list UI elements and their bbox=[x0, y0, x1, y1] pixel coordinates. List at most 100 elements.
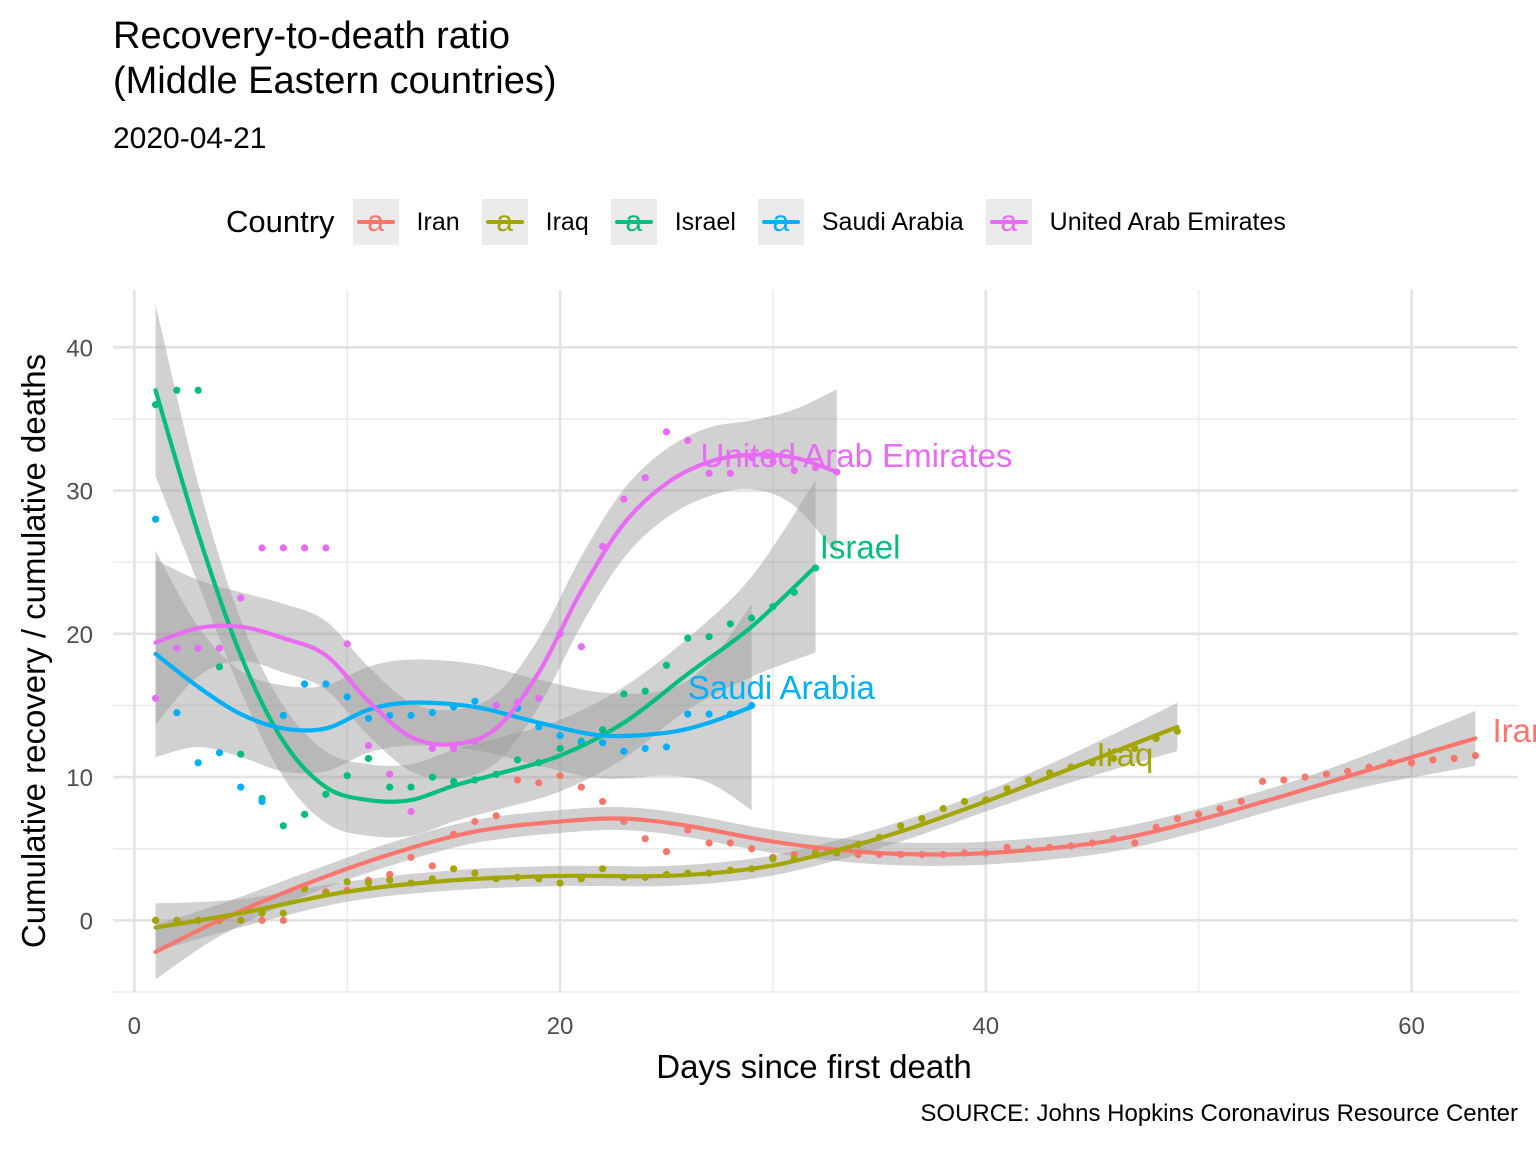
point-israel bbox=[662, 661, 671, 669]
point-saudi-arabia bbox=[173, 709, 181, 717]
confidence-band-iran bbox=[155, 710, 1476, 980]
legend-item-iran: a Iran bbox=[352, 199, 460, 245]
point-iran bbox=[471, 817, 479, 826]
smooth-line-iraq bbox=[153, 724, 1180, 930]
point-iran bbox=[386, 870, 394, 879]
point-saudi-arabia bbox=[662, 743, 671, 751]
point-saudi-arabia bbox=[343, 693, 351, 701]
point-iraq bbox=[151, 916, 160, 924]
x-tick-label: 20 bbox=[547, 1013, 574, 1040]
point-iraq bbox=[939, 805, 947, 813]
point-saudi-arabia bbox=[194, 759, 202, 767]
x-axis-label: Days since first death bbox=[656, 1048, 971, 1085]
point-iran bbox=[662, 848, 671, 856]
point-israel bbox=[641, 687, 649, 695]
point-iran bbox=[1301, 773, 1309, 781]
point-iran bbox=[1237, 797, 1245, 806]
point-saudi-arabia bbox=[215, 749, 224, 757]
legend-label-saudi-arabia: Saudi Arabia bbox=[821, 207, 964, 236]
legend-key-united-arab-emirates: a bbox=[985, 199, 1032, 245]
point-iran bbox=[748, 845, 756, 853]
point-united-arab-emirates bbox=[726, 469, 734, 477]
point-israel bbox=[300, 810, 309, 818]
point-iran bbox=[1003, 843, 1011, 851]
legend-item-saudi-arabia: a Saudi Arabia bbox=[757, 199, 964, 245]
y-tick-label: 0 bbox=[80, 908, 93, 935]
point-united-arab-emirates bbox=[279, 544, 287, 552]
point-united-arab-emirates bbox=[577, 643, 585, 651]
point-iraq bbox=[1131, 744, 1139, 753]
series-label-iran: Iran bbox=[1492, 712, 1536, 749]
smooth-line-israel bbox=[153, 388, 818, 804]
source-caption: SOURCE: Johns Hopkins Coronavirus Resour… bbox=[920, 1100, 1518, 1127]
point-iran bbox=[1280, 776, 1288, 784]
legend-key-saudi-arabia: a bbox=[757, 199, 804, 245]
point-united-arab-emirates bbox=[343, 640, 351, 648]
point-iraq bbox=[918, 815, 926, 823]
point-israel bbox=[279, 822, 287, 830]
point-united-arab-emirates bbox=[258, 544, 266, 552]
legend-item-iraq: a Iraq bbox=[481, 199, 589, 245]
point-iran bbox=[1216, 805, 1224, 813]
point-saudi-arabia bbox=[364, 714, 373, 722]
point-saudi-arabia bbox=[428, 709, 436, 717]
legend-title: Country bbox=[226, 204, 335, 239]
point-united-arab-emirates bbox=[322, 544, 330, 552]
chart-title: Recovery-to-death ratio (Middle Eastern … bbox=[113, 14, 557, 104]
x-tick-label: 60 bbox=[1398, 1013, 1425, 1040]
point-iran bbox=[535, 779, 543, 787]
point-united-arab-emirates bbox=[620, 495, 628, 503]
point-israel bbox=[343, 772, 351, 780]
point-united-arab-emirates bbox=[300, 544, 309, 552]
point-iraq bbox=[599, 865, 607, 873]
point-iran bbox=[556, 772, 564, 780]
legend-item-united-arab-emirates: a United Arab Emirates bbox=[985, 199, 1286, 245]
point-saudi-arabia bbox=[151, 515, 160, 523]
point-iraq bbox=[1003, 784, 1011, 793]
point-iran bbox=[684, 826, 692, 834]
point-iran bbox=[428, 862, 436, 870]
point-united-arab-emirates bbox=[769, 458, 777, 466]
grid bbox=[113, 290, 1518, 993]
point-israel bbox=[620, 690, 628, 698]
point-united-arab-emirates bbox=[151, 694, 160, 702]
series-label-iraq: Iraq bbox=[1097, 736, 1154, 773]
smooth-line-united-arab-emirates bbox=[153, 452, 839, 747]
point-iran bbox=[1429, 756, 1437, 764]
point-iran bbox=[1258, 777, 1267, 786]
point-iran bbox=[279, 916, 287, 924]
y-tick-label: 20 bbox=[66, 622, 93, 649]
point-united-arab-emirates bbox=[428, 744, 436, 753]
x-tick-label: 0 bbox=[128, 1013, 141, 1040]
point-united-arab-emirates bbox=[492, 701, 500, 710]
point-saudi-arabia bbox=[237, 783, 245, 791]
legend: Country a Iran a Iraq a Israel a Saudi A… bbox=[226, 196, 1308, 248]
point-israel bbox=[726, 620, 734, 628]
point-united-arab-emirates bbox=[535, 694, 543, 702]
chart-title-line-2: (Middle Eastern countries) bbox=[113, 60, 557, 102]
point-iran bbox=[599, 797, 607, 806]
legend-label-israel: Israel bbox=[674, 207, 736, 236]
smooth-line-iran bbox=[153, 736, 1478, 954]
legend-key-iran: a bbox=[352, 199, 399, 245]
point-israel bbox=[684, 634, 692, 642]
legend-key-iraq: a bbox=[481, 199, 528, 245]
x-tick-label: 40 bbox=[972, 1013, 999, 1040]
legend-label-iraq: Iraq bbox=[545, 207, 589, 236]
point-united-arab-emirates bbox=[237, 594, 245, 602]
point-israel bbox=[705, 633, 713, 641]
y-tick-label: 40 bbox=[66, 335, 93, 362]
point-iraq bbox=[237, 916, 245, 924]
point-iraq bbox=[1109, 754, 1118, 763]
point-iraq bbox=[279, 909, 287, 917]
point-iran bbox=[577, 783, 585, 791]
point-iraq bbox=[897, 822, 905, 830]
point-israel bbox=[322, 790, 330, 798]
point-iran bbox=[1131, 839, 1139, 847]
series-label-united-arab-emirates: United Arab Emirates bbox=[701, 437, 1013, 474]
y-tick-label: 30 bbox=[66, 479, 93, 506]
point-israel bbox=[748, 614, 756, 622]
point-united-arab-emirates bbox=[790, 466, 798, 475]
legend-label-united-arab-emirates: United Arab Emirates bbox=[1049, 207, 1286, 236]
